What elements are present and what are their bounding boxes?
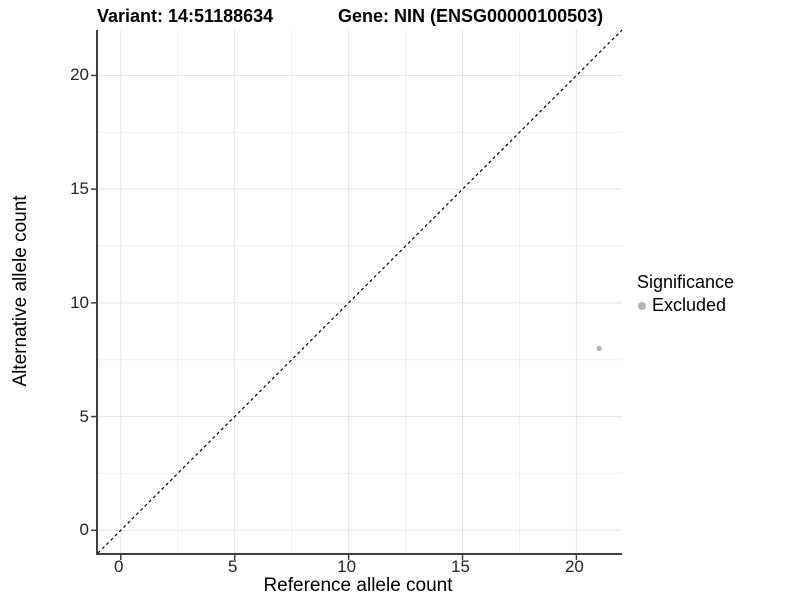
- legend: Significance Excluded: [637, 272, 734, 316]
- legend-title: Significance: [637, 272, 735, 292]
- plot-canvas: [91, 29, 623, 560]
- legend-item-label: Excluded: [652, 295, 727, 315]
- legend-item-excluded: Excluded: [637, 295, 734, 316]
- x-tick-label: 10: [337, 557, 357, 576]
- y-tick-label: 20: [70, 65, 89, 85]
- plot-panel: [91, 29, 623, 560]
- x-axis-title: Reference allele count: [263, 575, 453, 596]
- x-tick-label: 20: [564, 557, 584, 576]
- data-point-excluded: [596, 345, 602, 351]
- x-tick-label: 15: [451, 557, 470, 576]
- x-tick-label: 0: [114, 557, 124, 576]
- legend-point-swatch-icon: [638, 301, 646, 310]
- y-tick-label: 10: [70, 292, 89, 312]
- plot-title-gene: Gene: NIN (ENSG00000100503): [338, 6, 604, 26]
- x-tick-label: 5: [227, 557, 238, 576]
- y-tick-label: 0: [79, 520, 89, 540]
- y-tick-label: 5: [79, 406, 89, 426]
- y-tick-label: 15: [70, 179, 89, 199]
- plot-title-variant: Variant: 14:51188634: [97, 6, 274, 26]
- identity-reference-line: [97, 29, 623, 554]
